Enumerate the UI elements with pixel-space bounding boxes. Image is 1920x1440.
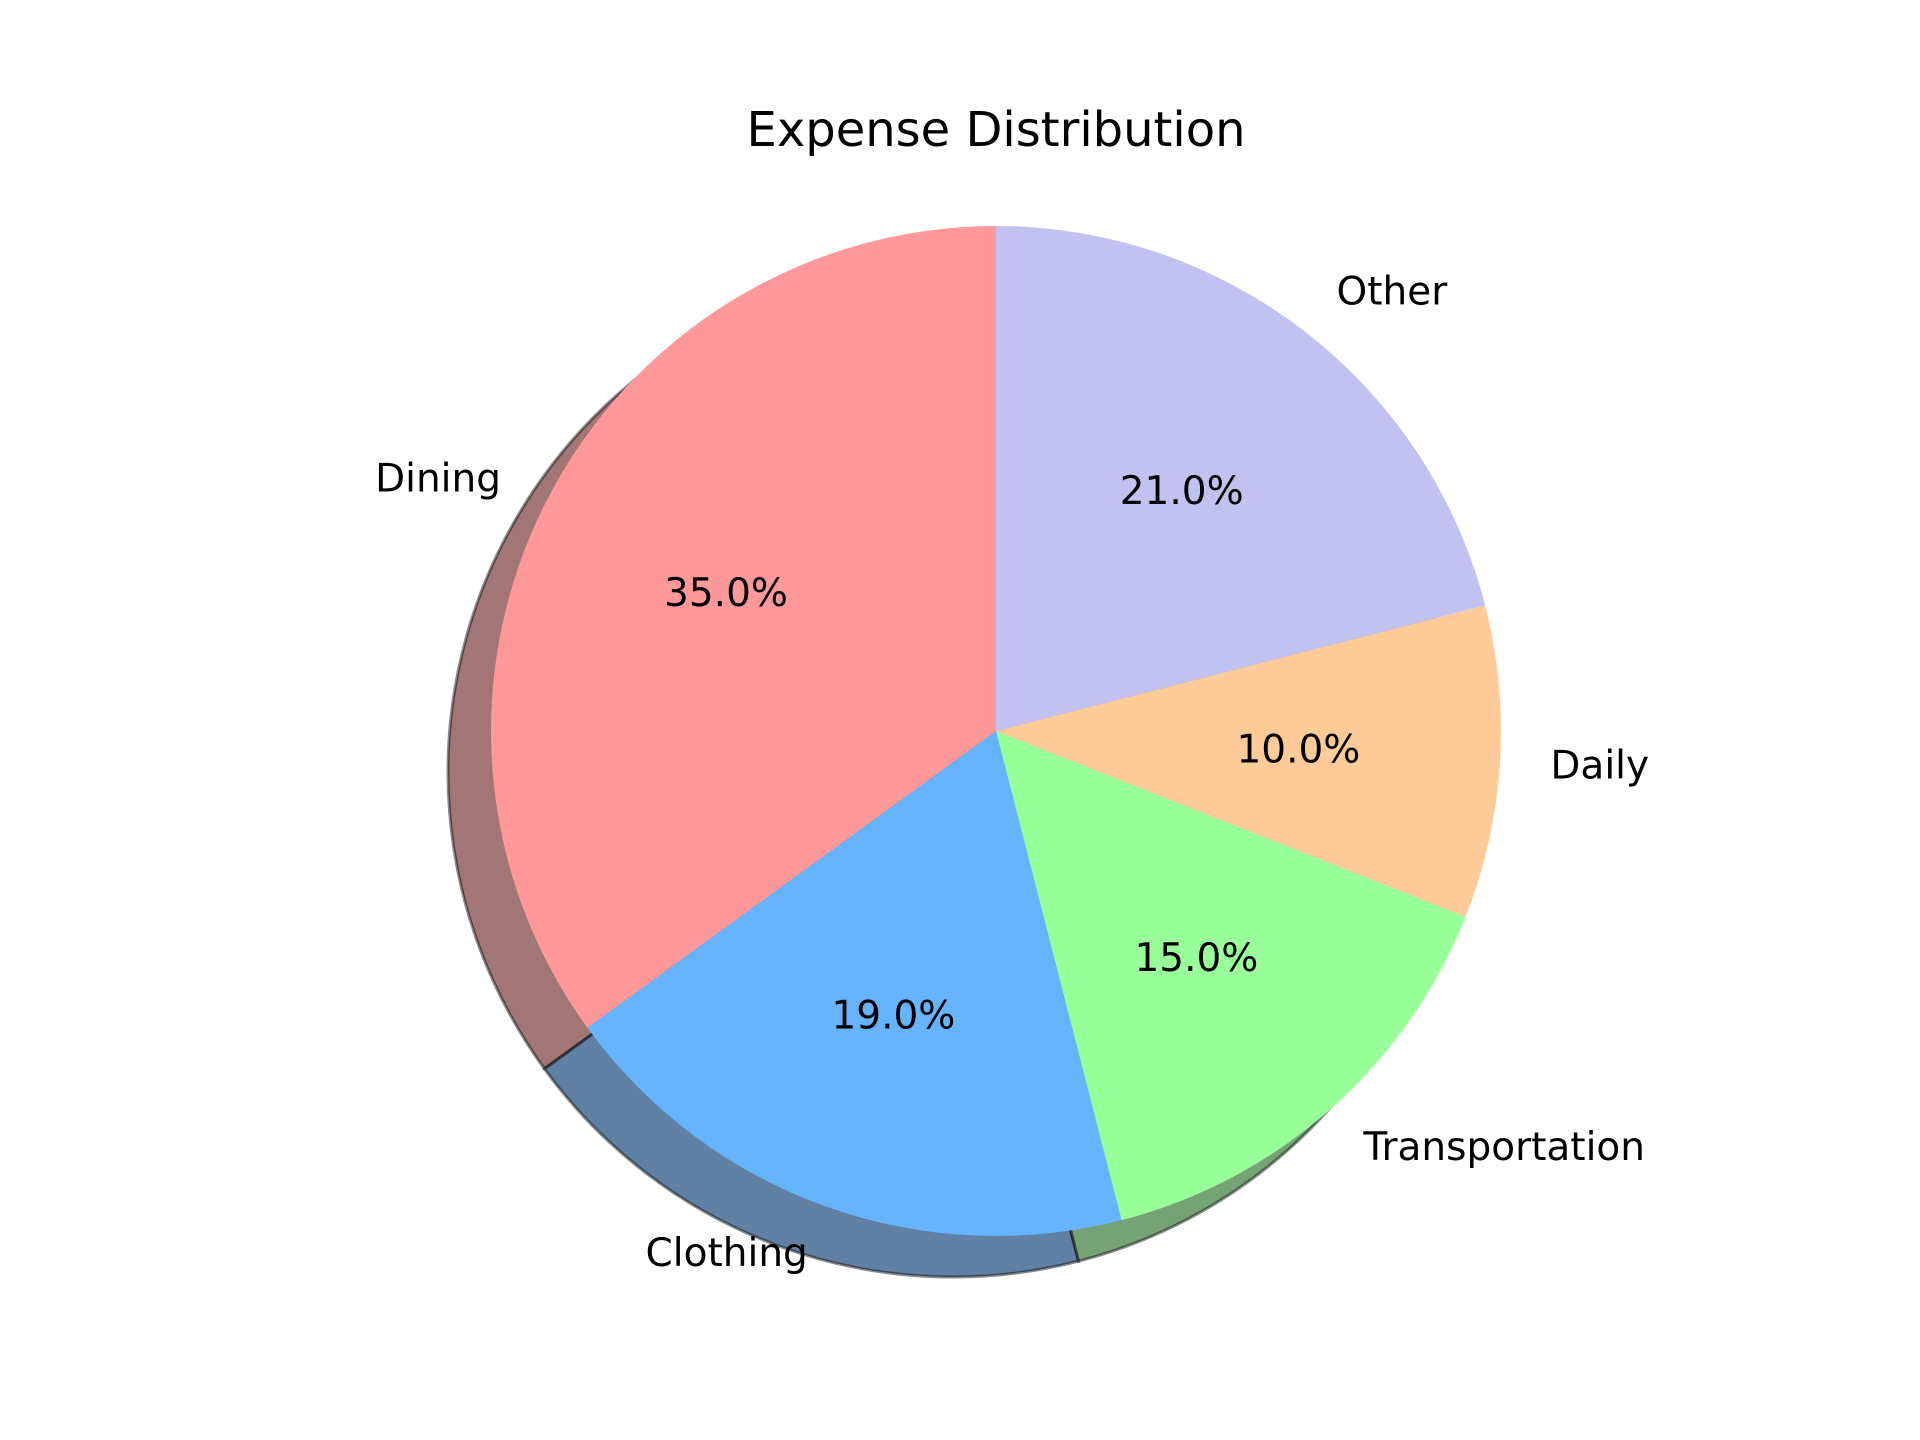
- slice-label-daily: Daily: [1550, 743, 1649, 788]
- pie-labels: Dining 35.0% Clothing 19.0% Transportation 15…: [375, 270, 1649, 1277]
- percent-label-transportation: 15.0%: [1134, 936, 1258, 981]
- slice-transportation: [996, 731, 1466, 1221]
- slice-label-transportation: Transportation: [1362, 1125, 1645, 1170]
- slice-daily: [996, 605, 1501, 917]
- percent-label-dining: 35.0%: [664, 571, 788, 616]
- slice-label-dining: Dining: [375, 456, 501, 501]
- percent-label-clothing: 19.0%: [831, 994, 955, 1039]
- slice-label-other: Other: [1337, 270, 1449, 315]
- slice-dining: [491, 226, 996, 1028]
- percent-label-daily: 10.0%: [1236, 728, 1360, 773]
- slice-other: [996, 226, 1486, 731]
- slice-clothing: [587, 731, 1122, 1236]
- percent-label-other: 21.0%: [1120, 469, 1244, 514]
- chart-title: Expense Distribution: [746, 102, 1246, 158]
- slice-label-clothing: Clothing: [646, 1231, 808, 1276]
- pie-slices: [491, 226, 1501, 1236]
